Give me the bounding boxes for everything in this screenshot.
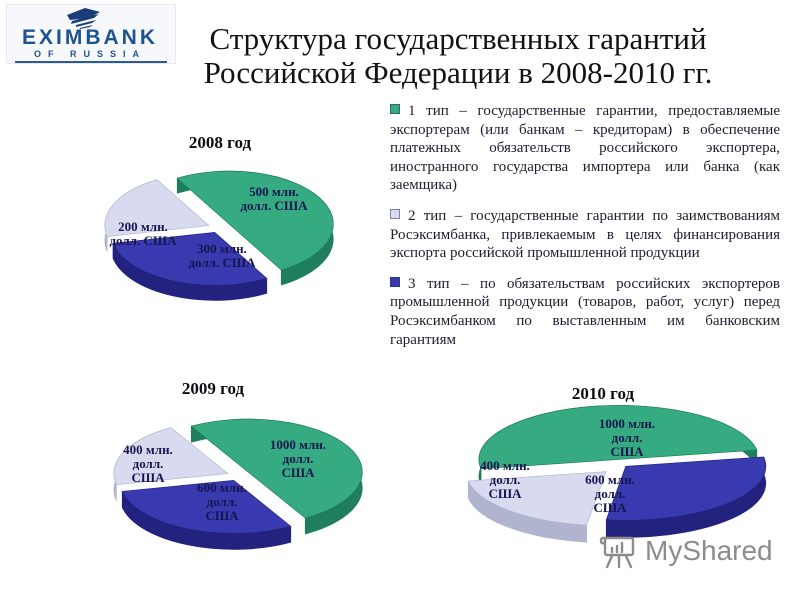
pie-chart-2008: 500 млн. долл. США 300 млн. долл. США 20…: [82, 158, 352, 318]
slice-label-2008-300: 300 млн. долл. США: [188, 241, 256, 270]
slice-label-2010-400: 400 млн. долл. США: [480, 458, 530, 501]
slice-label-2009-1000: 1000 млн. долл. США: [269, 437, 327, 480]
bullet-marker-lavender: [390, 208, 400, 219]
bullet-item-3: 3 тип – по обязательствам российских экс…: [390, 275, 780, 349]
slice-label-2009-400: 400 млн. долл. США: [123, 442, 173, 485]
slide-title-line-1: Структура государственных гарантий: [209, 21, 707, 56]
eximbank-sub-text: OF RUSSIA: [33, 49, 146, 59]
bullet-list: 1 тип – государственные гарантии, предос…: [390, 102, 780, 361]
logo-underline: [15, 61, 167, 63]
bullet-marker-blue: [390, 276, 400, 287]
myshared-text: MyShared: [645, 535, 773, 566]
slide-title: Структура государственных гарантий Росси…: [180, 22, 736, 90]
chart-title-2009: 2009 год: [181, 379, 245, 398]
pie-2010-graphic: [467, 405, 767, 543]
eximbank-brand-text: EXIMBANK: [21, 26, 158, 49]
slice-label-2008-200: 200 млн. долл. США: [109, 219, 177, 248]
bullet-item-2: 2 тип – государственные гарантии по заим…: [390, 207, 780, 263]
bullet-marker-green: [390, 104, 400, 114]
slide-title-line-2: Российской Федерации в 2008-2010 гг.: [203, 55, 713, 90]
pie-2008-graphic: [104, 170, 334, 301]
slice-label-2009-600: 600 млн. долл. США: [197, 480, 247, 523]
myshared-easel-icon: [599, 536, 635, 569]
eximbank-eagle-icon: [67, 8, 100, 29]
pie-chart-2010: 1000 млн. долл. США 600 млн. долл. США 4…: [455, 403, 795, 573]
chart-title-2008: 2008 год: [188, 133, 252, 152]
bullet-item-1: 1 тип – государственные гарантии, предос…: [390, 102, 780, 195]
chart-title-2010: 2010 год: [571, 384, 635, 403]
bullet-text-2: 2 тип – государственные гарантии по заим…: [390, 207, 780, 262]
pie-chart-2009: 1000 млн. долл. США 600 млн. долл. США 4…: [95, 412, 375, 577]
bullet-text-3: 3 тип – по обязательствам российских экс…: [390, 275, 780, 348]
slice-label-2010-600: 600 млн. долл. США: [585, 472, 635, 515]
myshared-watermark[interactable]: MyShared: [598, 531, 773, 571]
slice-label-2008-500: 500 млн. долл. США: [240, 184, 308, 213]
pie-2009-graphic: [113, 418, 363, 550]
eximbank-logo: EXIMBANK OF RUSSIA: [6, 4, 176, 64]
slice-label-2010-1000: 1000 млн. долл. США: [598, 416, 656, 459]
bullet-text-1: 1 тип – государственные гарантии, предос…: [390, 103, 780, 194]
